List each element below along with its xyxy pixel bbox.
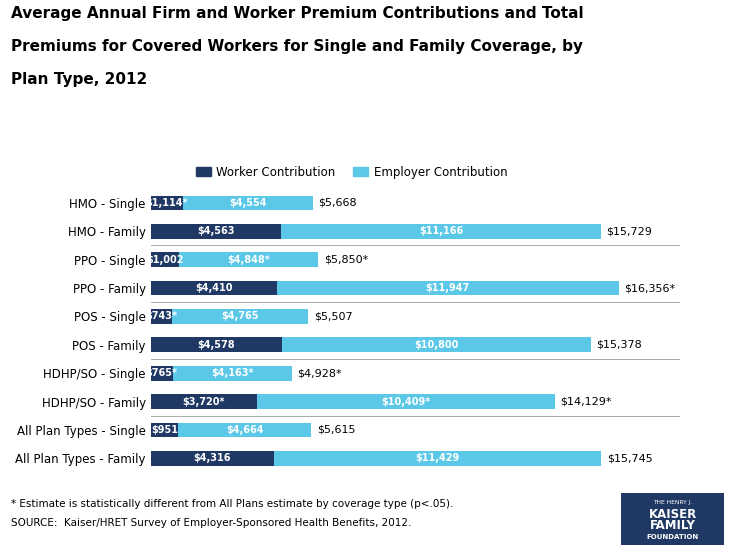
Bar [151, 366, 173, 381]
Text: THE HENRY J.: THE HENRY J. [653, 500, 692, 505]
Bar [151, 196, 182, 210]
Bar [151, 337, 282, 352]
Text: $10,800: $10,800 [414, 340, 459, 350]
Text: SOURCE:  Kaiser/HRET Survey of Employer-Sponsored Health Benefits, 2012.: SOURCE: Kaiser/HRET Survey of Employer-S… [11, 518, 412, 528]
Text: $4,554: $4,554 [229, 198, 266, 208]
Legend: Worker Contribution, Employer Contribution: Worker Contribution, Employer Contributi… [196, 165, 507, 179]
Bar [151, 423, 178, 437]
Text: $5,850*: $5,850* [323, 255, 368, 264]
Text: $4,848*: $4,848* [227, 255, 270, 264]
Text: $743*: $743* [146, 311, 177, 321]
Bar [282, 224, 600, 239]
Text: $15,729: $15,729 [606, 226, 652, 236]
Bar [151, 394, 257, 409]
Text: $4,410: $4,410 [195, 283, 232, 293]
Text: $10,409*: $10,409* [381, 397, 431, 407]
Text: $4,563: $4,563 [197, 226, 234, 236]
Text: $4,765: $4,765 [221, 311, 259, 321]
Text: $15,378: $15,378 [596, 340, 642, 350]
Bar [151, 224, 282, 239]
Text: $4,664: $4,664 [226, 425, 263, 435]
Text: $951: $951 [151, 425, 178, 435]
Bar [277, 280, 619, 295]
Text: $11,166: $11,166 [419, 226, 463, 236]
Bar [182, 196, 313, 210]
Text: Average Annual Firm and Worker Premium Contributions and Total: Average Annual Firm and Worker Premium C… [11, 6, 584, 20]
Text: FOUNDATION: FOUNDATION [646, 534, 699, 540]
Text: FAMILY: FAMILY [650, 519, 695, 532]
Text: $4,163*: $4,163* [211, 368, 254, 378]
Bar [151, 252, 179, 267]
Text: Plan Type, 2012: Plan Type, 2012 [11, 72, 147, 87]
Bar [151, 309, 172, 324]
Text: $16,356*: $16,356* [624, 283, 675, 293]
Text: $5,668: $5,668 [318, 198, 357, 208]
Bar [151, 451, 274, 466]
Bar [274, 451, 601, 466]
Bar [173, 366, 292, 381]
Text: $15,745: $15,745 [607, 453, 653, 463]
Bar [179, 252, 318, 267]
Text: $5,507: $5,507 [314, 311, 353, 321]
Text: KAISER: KAISER [648, 507, 697, 521]
Text: * Estimate is statistically different from All Plans estimate by coverage type (: * Estimate is statistically different fr… [11, 499, 453, 509]
Text: $1,002: $1,002 [146, 255, 184, 264]
Text: $765*: $765* [146, 368, 178, 378]
Text: $4,316: $4,316 [193, 453, 231, 463]
Text: $11,947: $11,947 [426, 283, 470, 293]
Bar [172, 309, 308, 324]
Text: $11,429: $11,429 [415, 453, 459, 463]
Bar [151, 280, 277, 295]
Text: $3,720*: $3,720* [182, 397, 225, 407]
Text: Premiums for Covered Workers for Single and Family Coverage, by: Premiums for Covered Workers for Single … [11, 39, 583, 53]
Bar [282, 337, 590, 352]
Bar [257, 394, 555, 409]
Text: $5,615: $5,615 [317, 425, 356, 435]
Text: $14,129*: $14,129* [561, 397, 612, 407]
Bar [178, 423, 312, 437]
Text: $4,928*: $4,928* [298, 368, 342, 378]
Text: $4,578: $4,578 [197, 340, 235, 350]
Text: $1,114*: $1,114* [146, 198, 188, 208]
